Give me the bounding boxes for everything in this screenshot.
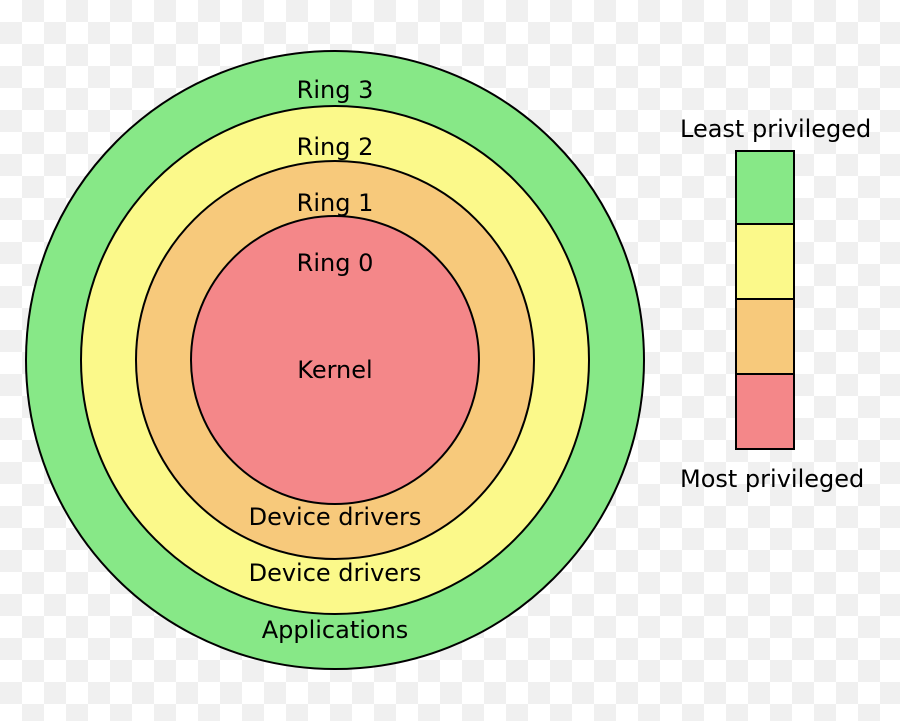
ring3-bottom-label: Applications bbox=[262, 616, 409, 644]
legend-segment-1 bbox=[735, 225, 795, 300]
legend-top-label: Least privileged bbox=[680, 115, 871, 143]
protection-rings-diagram: Ring 3 Applications Ring 2 Device drivers Ri… bbox=[0, 0, 900, 721]
legend-segment-2 bbox=[735, 300, 795, 375]
legend-bottom-label: Most privileged bbox=[680, 465, 864, 493]
ring3-top-label: Ring 3 bbox=[297, 76, 374, 104]
ring1-bottom-label: Device drivers bbox=[249, 503, 422, 531]
legend-segment-0 bbox=[735, 150, 795, 225]
ring1-top-label: Ring 1 bbox=[297, 189, 374, 217]
ring2-bottom-label: Device drivers bbox=[249, 559, 422, 587]
legend-segment-3 bbox=[735, 375, 795, 450]
ring0-bottom-label: Kernel bbox=[297, 356, 372, 384]
ring2-top-label: Ring 2 bbox=[297, 133, 374, 161]
ring0-top-label: Ring 0 bbox=[297, 249, 374, 277]
